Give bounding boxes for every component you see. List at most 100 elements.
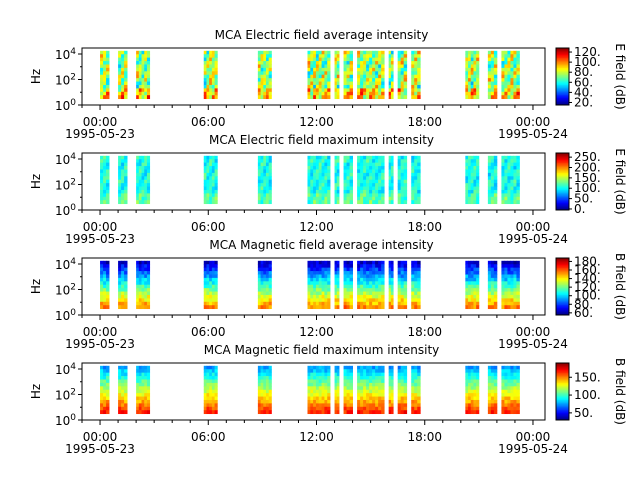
colorbar: 0.50.100.150.200.250. E field (dB) bbox=[555, 148, 627, 216]
data-interval-block bbox=[465, 50, 480, 100]
colorbar-tick-label: 80. bbox=[574, 297, 593, 311]
x-tick-label: 12:00 bbox=[299, 430, 334, 444]
data-interval-block bbox=[487, 365, 498, 415]
data-interval-block bbox=[257, 155, 272, 205]
data-interval-block bbox=[411, 50, 421, 100]
colorbar-tick-label: 60. bbox=[574, 306, 593, 320]
x-date-label: 1995-05-23 bbox=[65, 337, 135, 351]
data-interval-block bbox=[487, 155, 498, 205]
data-interval-block bbox=[307, 365, 331, 415]
x-tick-label: 00:00 bbox=[83, 430, 118, 444]
data-interval-block bbox=[307, 260, 331, 310]
x-date-label: 1995-05-24 bbox=[498, 127, 568, 141]
colorbar-tick-label: 100. bbox=[574, 181, 601, 195]
colorbar-tick-label: 100. bbox=[574, 289, 601, 303]
colorbar-tick-label: 60. bbox=[574, 75, 593, 89]
y-tick-label: 102 bbox=[55, 73, 76, 88]
data-interval-block bbox=[307, 155, 331, 205]
data-interval-block bbox=[203, 50, 218, 100]
colorbar-frame bbox=[555, 47, 570, 106]
plot-frame bbox=[81, 152, 546, 211]
data-interval-block bbox=[397, 50, 408, 100]
colorbar: 50. 100. 150. B field (dB) bbox=[555, 358, 627, 425]
data-interval-block bbox=[203, 155, 218, 205]
x-tick-label: 00:00 bbox=[83, 115, 118, 129]
colorbar-tick-label: 140. bbox=[574, 272, 601, 286]
data-interval-block bbox=[136, 365, 151, 415]
plot-frame bbox=[81, 362, 546, 421]
data-interval-block bbox=[100, 365, 110, 415]
x-tick-label: 18:00 bbox=[407, 220, 442, 234]
colorbar-label: B field (dB) bbox=[613, 253, 627, 320]
data-interval-block bbox=[118, 365, 128, 415]
y-axis-label: Hz bbox=[29, 279, 43, 294]
data-interval-block bbox=[388, 260, 394, 310]
data-interval-block bbox=[118, 155, 128, 205]
colorbar-tick-label: 120. bbox=[574, 45, 601, 59]
colorbar-tick-label: 250. bbox=[574, 150, 601, 164]
chart-panel-2: MCA Electric field maximum intensity 100 1… bbox=[29, 133, 627, 246]
data-interval-block bbox=[501, 365, 520, 415]
colorbar-tick-label: 100. bbox=[574, 55, 601, 69]
colorbar-tick-label: 150. bbox=[574, 370, 601, 384]
data-interval-block bbox=[257, 260, 272, 310]
y-axis-label: Hz bbox=[29, 384, 43, 399]
data-interval-block bbox=[118, 50, 128, 100]
chart-title: MCA Magnetic field maximum intensity bbox=[204, 343, 440, 357]
x-date-label: 1995-05-24 bbox=[498, 232, 568, 246]
colorbar-frame bbox=[555, 257, 570, 316]
colorbar-tick-label: 160. bbox=[574, 263, 601, 277]
x-tick-label: 06:00 bbox=[191, 325, 226, 339]
y-tick-label: 102 bbox=[55, 178, 76, 193]
data-interval-block bbox=[411, 365, 421, 415]
x-tick-label: 06:00 bbox=[191, 115, 226, 129]
data-interval-block bbox=[136, 260, 151, 310]
plot-frame bbox=[81, 47, 546, 106]
x-tick-label: 06:00 bbox=[191, 430, 226, 444]
y-tick-label: 104 bbox=[55, 362, 76, 377]
x-tick-label: 00:00 bbox=[516, 220, 551, 234]
chart-title: MCA Magnetic field average intensity bbox=[209, 238, 433, 252]
y-tick-label: 102 bbox=[55, 283, 76, 298]
data-interval-block bbox=[203, 260, 218, 310]
colorbar-label: E field (dB) bbox=[613, 43, 627, 109]
data-interval-block bbox=[388, 155, 394, 205]
y-tick-label: 100 bbox=[55, 413, 76, 428]
y-tick-label: 100 bbox=[55, 98, 76, 113]
data-interval-block bbox=[334, 155, 340, 205]
chart-title: MCA Electric field maximum intensity bbox=[209, 133, 434, 147]
x-tick-label: 18:00 bbox=[407, 325, 442, 339]
data-interval-block bbox=[465, 260, 480, 310]
x-tick-label: 00:00 bbox=[516, 325, 551, 339]
data-interval-block bbox=[118, 260, 128, 310]
chart-panel-4: MCA Magnetic field maximum intensity 100 1… bbox=[29, 343, 627, 456]
chart-title: MCA Electric field average intensity bbox=[215, 28, 429, 42]
x-date-label: 1995-05-24 bbox=[498, 337, 568, 351]
y-axis-label: Hz bbox=[29, 174, 43, 189]
data-interval-block bbox=[465, 155, 480, 205]
data-interval-block bbox=[397, 365, 408, 415]
data-interval-block bbox=[357, 155, 385, 205]
x-tick-label: 00:00 bbox=[83, 220, 118, 234]
data-interval-block bbox=[357, 260, 385, 310]
x-date-label: 1995-05-24 bbox=[498, 442, 568, 456]
colorbar-tick-label: 80. bbox=[574, 65, 593, 79]
x-tick-label: 12:00 bbox=[299, 115, 334, 129]
data-interval-block bbox=[136, 50, 151, 100]
data-interval-block bbox=[397, 260, 408, 310]
x-tick-label: 18:00 bbox=[407, 430, 442, 444]
colorbar: 60.80.100.120.140.160.180. B field (dB) bbox=[555, 253, 627, 320]
colorbar-frame bbox=[555, 362, 570, 421]
y-axis-label: Hz bbox=[29, 69, 43, 84]
data-interval-block bbox=[203, 365, 218, 415]
x-tick-label: 00:00 bbox=[516, 430, 551, 444]
data-interval-block bbox=[100, 260, 110, 310]
data-interval-block bbox=[487, 260, 498, 310]
x-date-label: 1995-05-23 bbox=[65, 232, 135, 246]
y-tick-label: 102 bbox=[55, 388, 76, 403]
x-tick-label: 00:00 bbox=[83, 325, 118, 339]
y-tick-label: 100 bbox=[55, 203, 76, 218]
plot-frame bbox=[81, 257, 546, 316]
data-interval-block bbox=[501, 260, 520, 310]
